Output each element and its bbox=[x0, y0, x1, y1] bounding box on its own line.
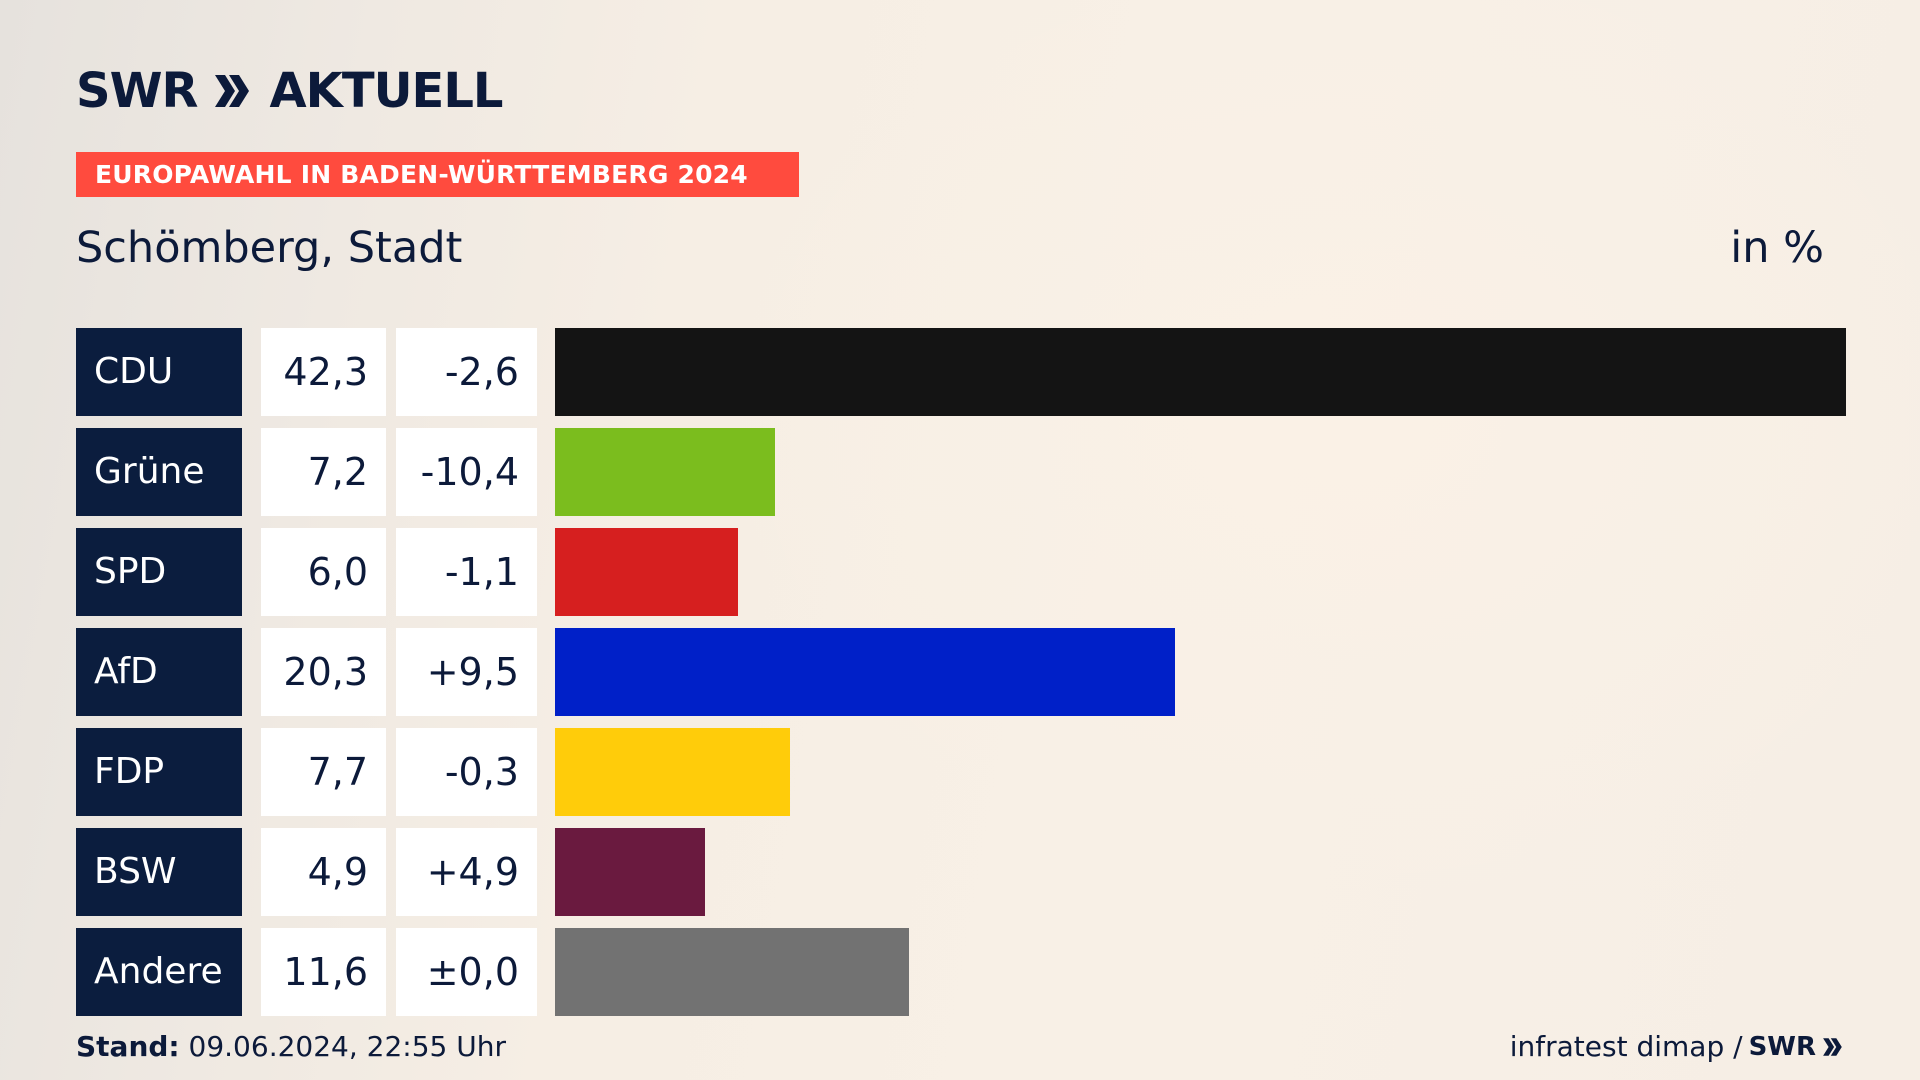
source-credit: infratest dimap / SWR bbox=[1510, 1030, 1844, 1064]
result-bar bbox=[555, 428, 775, 516]
result-row: Grüne 7,2 -10,4 bbox=[76, 428, 1846, 516]
double-chevron-icon bbox=[215, 75, 250, 107]
election-banner: EUROPAWAHL IN BADEN-WÜRTTEMBERG 2024 bbox=[76, 152, 799, 197]
change-label: -0,3 bbox=[396, 728, 537, 816]
change-label: +4,9 bbox=[396, 828, 537, 916]
result-bar bbox=[555, 928, 909, 1016]
party-label: Grüne bbox=[76, 428, 242, 516]
result-row: CDU 42,3 -2,6 bbox=[76, 328, 1846, 416]
timestamp: Stand: 09.06.2024, 22:55 Uhr bbox=[76, 1030, 506, 1064]
party-label: BSW bbox=[76, 828, 242, 916]
party-label: SPD bbox=[76, 528, 242, 616]
change-label: +9,5 bbox=[396, 628, 537, 716]
source-text: infratest dimap / bbox=[1509, 1030, 1743, 1063]
result-row: SPD 6,0 -1,1 bbox=[76, 528, 1846, 616]
swr-aktuell-logo: SWR AKTUELL bbox=[76, 63, 504, 119]
result-bar bbox=[555, 528, 738, 616]
vote-share-label: 7,2 bbox=[261, 428, 386, 516]
party-label: FDP bbox=[76, 728, 242, 816]
result-row: FDP 7,7 -0,3 bbox=[76, 728, 1846, 816]
change-label: -10,4 bbox=[396, 428, 537, 516]
vote-share-label: 20,3 bbox=[261, 628, 386, 716]
logo-swr-text: SWR bbox=[76, 63, 198, 119]
vote-share-label: 7,7 bbox=[261, 728, 386, 816]
change-label: ±0,0 bbox=[396, 928, 537, 1016]
result-bar bbox=[555, 328, 1846, 416]
result-bar bbox=[555, 728, 790, 816]
source-swr-logo: SWR bbox=[1748, 1032, 1816, 1062]
vote-share-label: 11,6 bbox=[261, 928, 386, 1016]
result-row: AfD 20,3 +9,5 bbox=[76, 628, 1846, 716]
stand-value: 09.06.2024, 22:55 Uhr bbox=[188, 1030, 506, 1063]
stand-label: Stand: bbox=[76, 1030, 180, 1063]
vote-share-label: 42,3 bbox=[261, 328, 386, 416]
result-row: BSW 4,9 +4,9 bbox=[76, 828, 1846, 916]
party-label: AfD bbox=[76, 628, 242, 716]
party-label: Andere bbox=[76, 928, 242, 1016]
change-label: -1,1 bbox=[396, 528, 537, 616]
result-bar bbox=[555, 828, 705, 916]
double-chevron-small-icon bbox=[1823, 1038, 1842, 1056]
unit-label: in % bbox=[1730, 223, 1824, 273]
change-label: -2,6 bbox=[396, 328, 537, 416]
vote-share-label: 4,9 bbox=[261, 828, 386, 916]
result-row: Andere 11,6 ±0,0 bbox=[76, 928, 1846, 1016]
vote-share-label: 6,0 bbox=[261, 528, 386, 616]
party-label: CDU bbox=[76, 328, 242, 416]
result-bar bbox=[555, 628, 1175, 716]
region-title: Schömberg, Stadt bbox=[76, 223, 463, 273]
logo-aktuell-text: AKTUELL bbox=[269, 63, 503, 119]
